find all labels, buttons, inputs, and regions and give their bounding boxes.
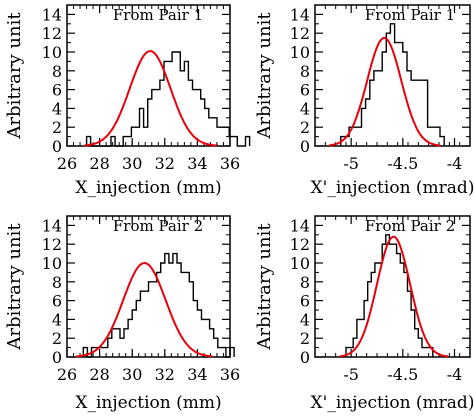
x-tick-label: 36 <box>220 365 240 384</box>
panel-title: From Pair 2 <box>113 217 203 235</box>
y-tick-label: 10 <box>290 43 310 62</box>
x-tick-label: 32 <box>155 365 175 384</box>
x-tick-label: -5 <box>343 365 359 384</box>
y-tick-label: 8 <box>52 273 62 292</box>
x-tick-label: 34 <box>187 365 207 384</box>
panel-title: From Pair 2 <box>365 217 455 235</box>
y-tick-label: 0 <box>300 137 310 156</box>
x-tick-label: 36 <box>220 154 240 173</box>
x-axis-title: X_injection (mm) <box>75 178 221 198</box>
y-tick-label: 12 <box>42 235 62 254</box>
y-tick-label: 12 <box>42 24 62 43</box>
y-tick-label: 14 <box>290 216 310 235</box>
y-tick-label: 2 <box>52 329 62 348</box>
y-tick-label: 2 <box>52 118 62 137</box>
y-tick-label: 4 <box>52 310 62 329</box>
x-tick-label: -4 <box>447 154 463 173</box>
x-tick-label: -5 <box>343 154 359 173</box>
y-tick-label: 4 <box>300 310 310 329</box>
y-axis-title: Arbitrary unit <box>4 223 25 351</box>
y-tick-label: 10 <box>42 254 62 273</box>
x-tick-label: 28 <box>89 365 109 384</box>
x-axis-title: X'_injection (mrad) <box>311 178 474 198</box>
y-tick-label: 12 <box>290 235 310 254</box>
y-tick-label: 14 <box>42 216 62 235</box>
x-tick-label: 30 <box>122 154 142 173</box>
y-tick-label: 12 <box>290 24 310 43</box>
y-tick-label: 8 <box>300 273 310 292</box>
y-axis-title: Arbitrary unit <box>4 12 25 140</box>
gaussian-fit-curve <box>84 50 217 147</box>
panel-title: From Pair 1 <box>113 6 203 24</box>
x-axis-title: X'_injection (mrad) <box>311 393 474 413</box>
plot-frame <box>66 4 231 147</box>
x-tick-label: -4.5 <box>387 154 418 173</box>
plot-frame <box>314 215 471 358</box>
x-tick-label: 28 <box>89 154 109 173</box>
y-tick-label: 14 <box>42 5 62 24</box>
x-tick-label: 26 <box>57 154 77 173</box>
plot-frame <box>66 215 231 358</box>
x-tick-label: 34 <box>187 154 207 173</box>
histogram <box>85 51 251 147</box>
y-tick-label: 8 <box>52 62 62 81</box>
y-tick-label: 6 <box>300 81 310 100</box>
y-tick-label: 6 <box>52 81 62 100</box>
y-tick-label: 14 <box>290 5 310 24</box>
plot-frame <box>314 4 471 147</box>
x-tick-label: 30 <box>122 365 142 384</box>
histogram <box>340 23 445 146</box>
y-tick-label: 2 <box>300 118 310 137</box>
y-tick-label: 10 <box>42 43 62 62</box>
y-tick-label: 0 <box>300 348 310 367</box>
x-tick-label: 32 <box>155 154 175 173</box>
histogram <box>345 234 434 357</box>
gaussian-fit-curve <box>339 235 449 358</box>
y-tick-label: 10 <box>290 254 310 273</box>
y-axis-title: Arbitrary unit <box>254 223 275 351</box>
gaussian-fit-curve <box>329 36 441 147</box>
y-tick-label: 4 <box>52 99 62 118</box>
x-axis-title: X_injection (mm) <box>75 393 221 413</box>
y-tick-label: 0 <box>52 348 62 367</box>
y-tick-label: 6 <box>52 292 62 311</box>
x-tick-label: -4.5 <box>387 365 418 384</box>
gaussian-fit-curve <box>76 261 213 358</box>
y-tick-label: 6 <box>300 292 310 311</box>
y-tick-label: 8 <box>300 62 310 81</box>
y-tick-label: 2 <box>300 329 310 348</box>
x-tick-label: -4 <box>447 365 463 384</box>
y-tick-label: 4 <box>300 99 310 118</box>
y-axis-title: Arbitrary unit <box>254 12 275 140</box>
x-tick-label: 26 <box>57 365 77 384</box>
panel-title: From Pair 1 <box>365 6 455 24</box>
histogram <box>82 252 235 358</box>
y-tick-label: 0 <box>52 137 62 156</box>
